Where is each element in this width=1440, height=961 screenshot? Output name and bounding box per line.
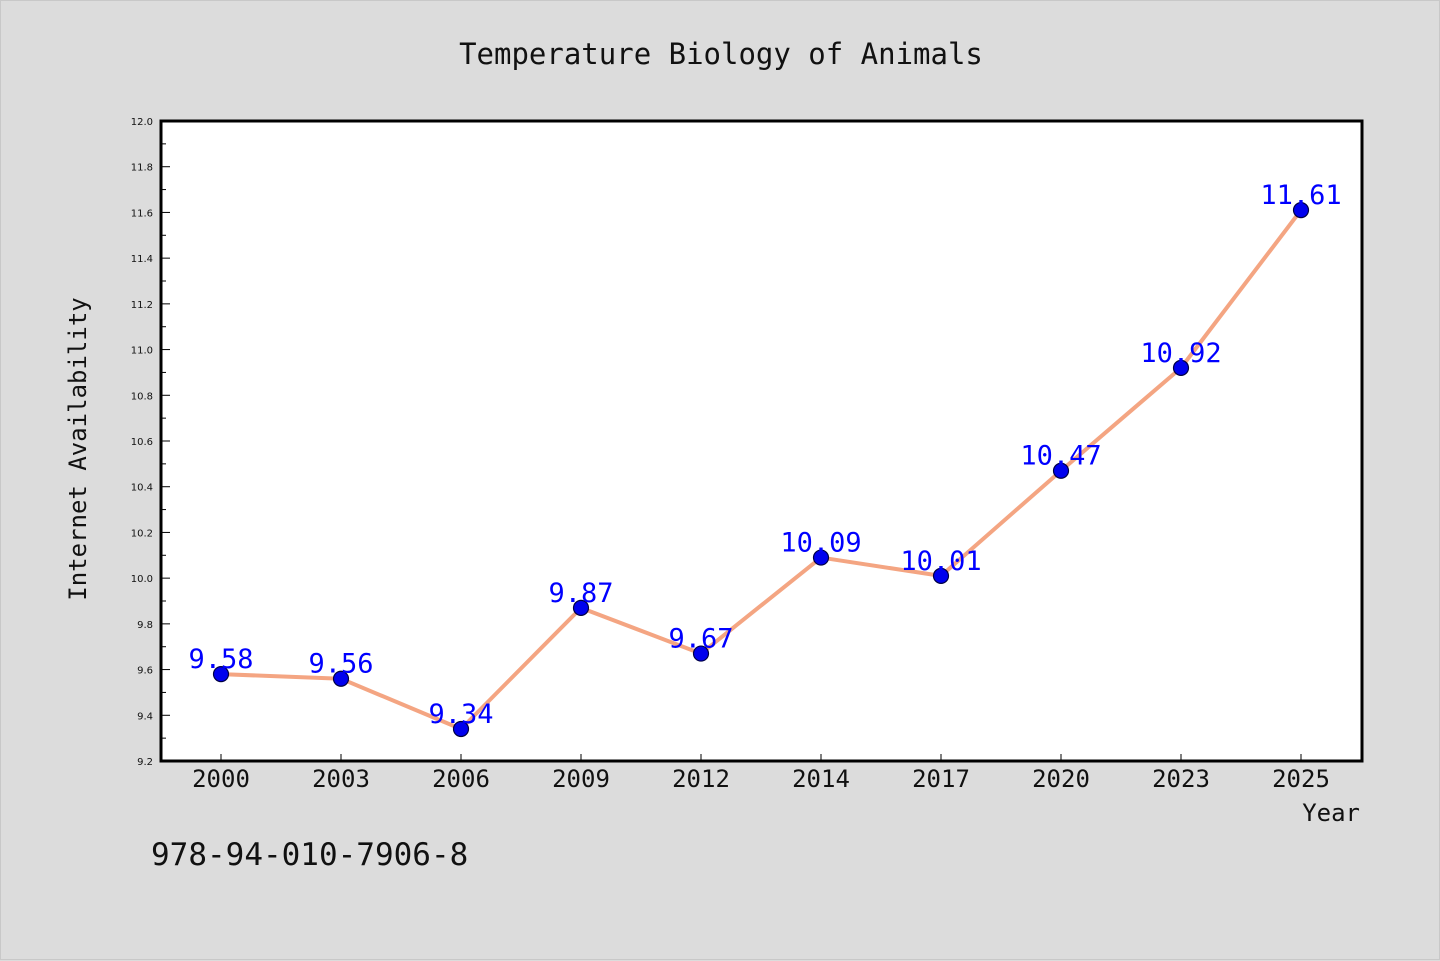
series-line [219, 208, 1303, 731]
y-tick-label: 9.4 [137, 711, 153, 722]
data-label: 9.87 [548, 578, 613, 609]
series-markers-group [212, 202, 1310, 738]
y-tick-label: 10.2 [131, 528, 153, 539]
y-tick-label: 11.8 [131, 163, 153, 174]
isbn-footer-text: 978-94-010-7906-8 [151, 837, 468, 873]
y-tick-label: 9.2 [137, 757, 153, 768]
data-point-marker [332, 670, 350, 687]
data-point-marker [1172, 359, 1190, 376]
y-axis: 9.2 9.4 9.6 9.8 10.0 10.2 10.4 10.6 10.8 11.0 11.2… [131, 117, 170, 768]
y-tick-label: 11.0 [131, 346, 153, 357]
y-tick-label: 9.8 [137, 620, 153, 631]
y-axis-label: Internet Availability [64, 297, 92, 600]
x-axis-label: Year [1302, 799, 1360, 827]
y-tick-label: 10.6 [131, 437, 153, 448]
data-label: 9.56 [308, 649, 373, 680]
data-point-marker [1052, 462, 1070, 479]
x-tick-label: 2014 [792, 765, 850, 793]
y-tick-label: 9.6 [137, 666, 153, 677]
y-tick-label: 10.0 [131, 574, 153, 585]
data-label: 10.47 [1020, 441, 1101, 472]
x-axis: 2000 2003 2006 2009 2012 2014 2017 2020 2023 2025 [192, 754, 1330, 793]
x-tick-label: 2009 [552, 765, 610, 793]
y-tick-label: 11.4 [131, 254, 153, 265]
series-line-group [219, 208, 1303, 731]
data-label: 10.09 [780, 528, 861, 559]
data-point-marker [212, 666, 230, 683]
x-tick-label: 2020 [1032, 765, 1090, 793]
x-tick-label: 2017 [912, 765, 970, 793]
y-tick-label: 11.6 [131, 208, 153, 219]
data-point-marker [452, 720, 470, 738]
x-tick-label: 2025 [1272, 765, 1330, 793]
x-tick-label: 2023 [1152, 765, 1210, 793]
data-labels-group: 9.58 9.56 9.34 9.87 9.67 10.09 10.01 10.47 10.92… [188, 180, 1341, 730]
data-label: 9.67 [668, 624, 733, 655]
data-point-marker [1292, 202, 1310, 219]
y-tick-label: 10.4 [131, 483, 153, 494]
x-tick-label: 2003 [312, 765, 370, 793]
data-point-marker [572, 599, 590, 616]
y-tick-label: 11.2 [131, 300, 153, 311]
data-label: 10.01 [900, 546, 981, 577]
data-point-marker [812, 549, 830, 566]
plot-area [159, 119, 1364, 763]
data-label: 9.34 [428, 699, 493, 730]
x-tick-label: 2006 [432, 765, 490, 793]
y-tick-label: 10.8 [131, 391, 153, 402]
data-label: 11.61 [1260, 180, 1341, 211]
data-label: 10.92 [1140, 338, 1221, 369]
y-tick-label: 12.0 [131, 117, 153, 128]
chart-title: Temperature Biology of Animals [459, 37, 983, 71]
x-tick-label: 2000 [192, 765, 250, 793]
data-point-marker [692, 645, 710, 662]
data-label: 9.58 [188, 644, 253, 675]
x-tick-label: 2012 [672, 765, 730, 793]
data-point-marker [932, 567, 950, 584]
